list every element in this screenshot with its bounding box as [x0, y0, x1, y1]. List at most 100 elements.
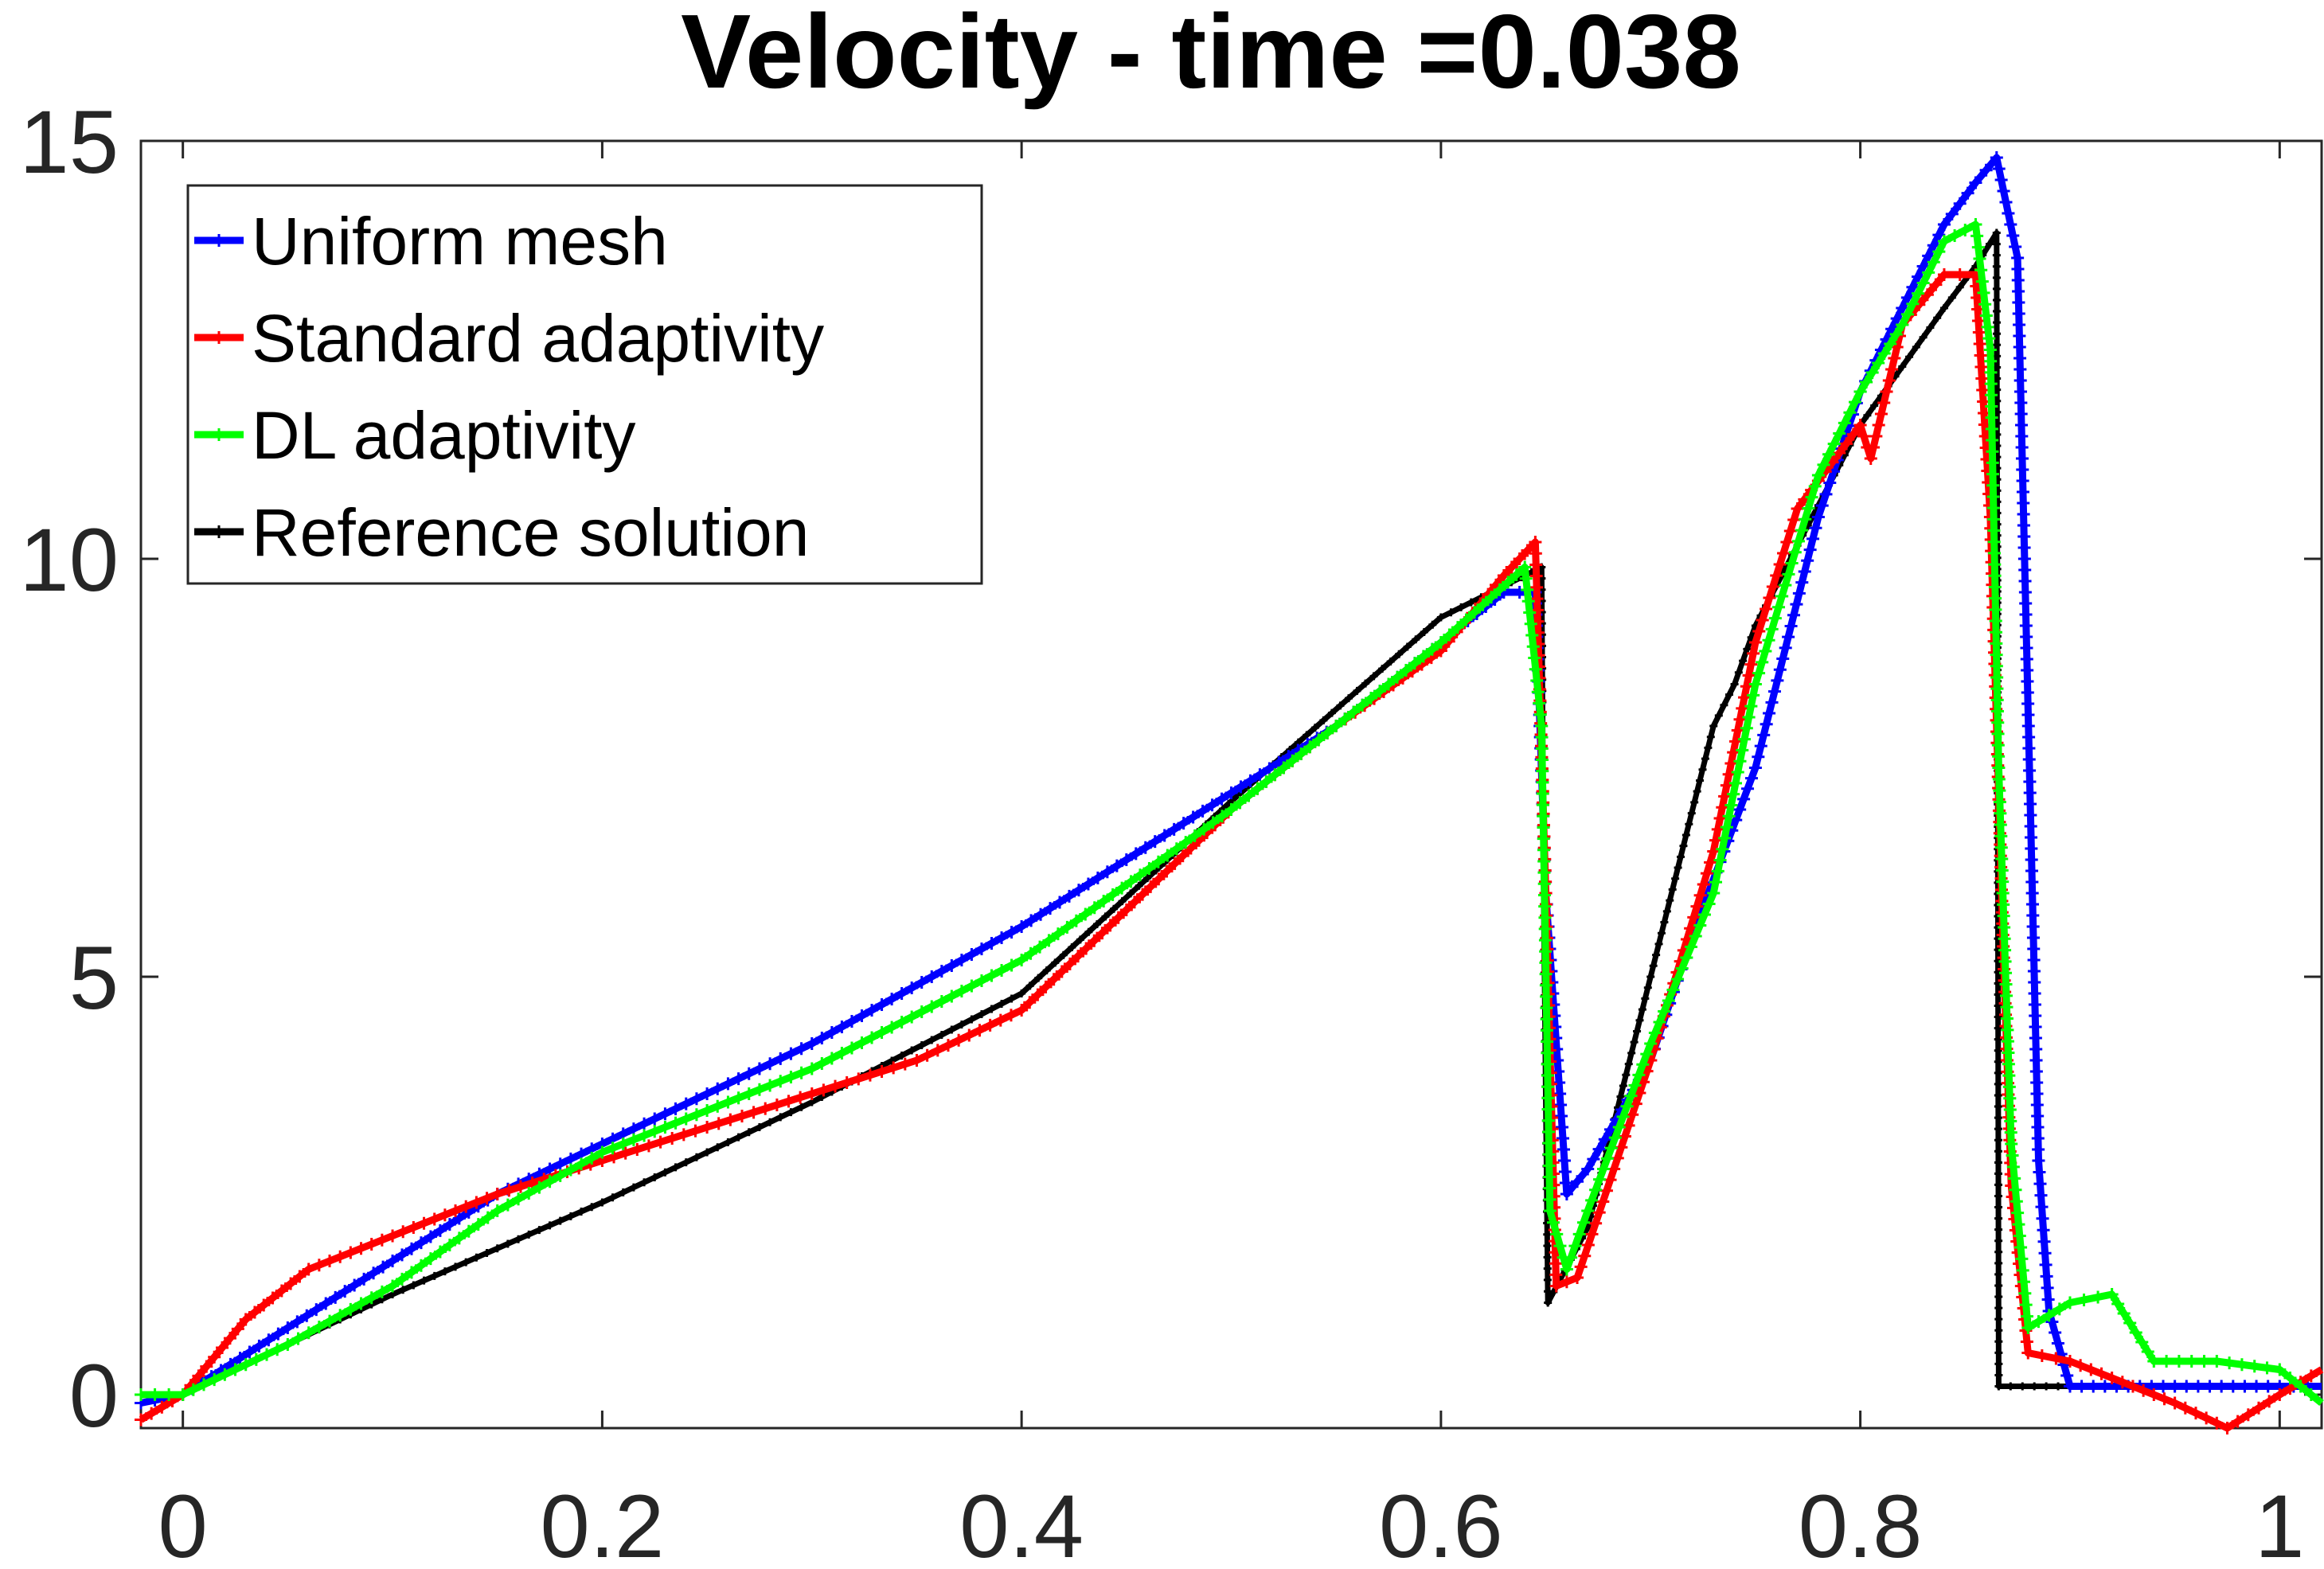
x-tick-label: 0.8 [1799, 1477, 1923, 1569]
data-point [1535, 720, 1549, 732]
data-point [1819, 487, 1833, 501]
data-point [2019, 619, 2033, 632]
chart-title: Velocity - time =0.038 [681, 0, 1741, 110]
data-point [2060, 1369, 2074, 1382]
data-point [2215, 1380, 2228, 1393]
data-point [1143, 874, 1152, 883]
data-point [2018, 564, 2032, 576]
data-point [135, 1388, 147, 1401]
data-point [2021, 675, 2034, 688]
data-point [1485, 591, 1498, 604]
data-point [281, 1338, 295, 1351]
data-point [1007, 994, 1016, 1003]
data-point [1537, 832, 1550, 845]
x-tick-label: 0 [158, 1477, 208, 1569]
data-point [1722, 810, 1736, 823]
data-point [1991, 727, 2005, 740]
data-point [2021, 664, 2034, 677]
data-point [1689, 930, 1702, 943]
data-point [1528, 651, 1541, 665]
data-point [2028, 998, 2041, 1011]
data-point [920, 1048, 934, 1062]
data-point [2017, 552, 2031, 565]
x-tick-label: 1 [2255, 1477, 2304, 1569]
data-point [1994, 1371, 2003, 1380]
data-point [1627, 1048, 1636, 1057]
data-point [1537, 888, 1551, 902]
data-point [2111, 1298, 2125, 1310]
data-point [2063, 1355, 2076, 1368]
data-point [1581, 1204, 1595, 1217]
data-point [1713, 853, 1727, 867]
data-point [1994, 806, 2007, 820]
data-point [323, 1314, 337, 1328]
data-point [1762, 634, 1775, 647]
data-point [1983, 343, 1997, 357]
data-point [2010, 1195, 2023, 1208]
data-point [1994, 1169, 2002, 1178]
data-point [1994, 1382, 2003, 1391]
data-point [1537, 866, 1551, 880]
data-point [1543, 1253, 1552, 1262]
data-point [1133, 868, 1146, 882]
data-point [985, 937, 998, 950]
data-point [1990, 704, 2004, 718]
data-point [2018, 1382, 2027, 1391]
data-point [1303, 731, 1311, 740]
data-point [1327, 708, 1336, 717]
legend-label: DL adaptivity [252, 398, 635, 473]
data-point [2168, 1396, 2181, 1410]
data-point [1148, 835, 1162, 849]
data-point [1976, 384, 1990, 396]
data-point [525, 1177, 539, 1189]
data-point [1752, 750, 1765, 763]
data-point [1616, 1092, 1625, 1101]
data-point [522, 1186, 536, 1200]
data-point [291, 1315, 304, 1329]
data-point [1870, 401, 1879, 410]
data-point [2304, 1369, 2318, 1383]
data-point [1690, 798, 1699, 806]
data-point [543, 1175, 557, 1188]
data-point [975, 974, 988, 987]
data-point [1992, 750, 2006, 763]
legend-marker [213, 428, 225, 441]
data-point [1443, 628, 1456, 642]
data-point [2038, 1247, 2052, 1260]
data-point [1776, 652, 1790, 665]
data-point [266, 1291, 279, 1305]
y-tick-label: 15 [19, 92, 119, 192]
data-point [1543, 1275, 1552, 1284]
data-point [2016, 474, 2029, 487]
data-point [1919, 333, 1928, 342]
data-point [782, 1095, 795, 1108]
data-point [774, 1052, 787, 1065]
data-point [433, 1245, 447, 1259]
data-point [2075, 1380, 2088, 1393]
data-point [428, 1212, 441, 1226]
data-point [985, 969, 998, 982]
data-point [1843, 406, 1857, 420]
data-point [1984, 354, 1998, 368]
data-point [2147, 1355, 2161, 1368]
data-point [1543, 1204, 1556, 1217]
data-point [243, 1345, 256, 1359]
data-point [1127, 889, 1135, 898]
data-point [239, 1313, 252, 1326]
data-point [1784, 619, 1798, 633]
data-point [1616, 1110, 1630, 1123]
data-point [689, 1092, 703, 1106]
data-point [1722, 767, 1736, 781]
data-point [744, 1128, 753, 1137]
data-point [1994, 1259, 2003, 1267]
data-point [1727, 746, 1740, 759]
data-point [2231, 1415, 2244, 1428]
data-point [1853, 385, 1867, 398]
data-point [2042, 1309, 2056, 1322]
data-point [1361, 679, 1370, 688]
data-point [1932, 245, 1946, 259]
data-point [724, 1138, 732, 1146]
data-point [1632, 1068, 1646, 1082]
data-point [855, 1036, 869, 1049]
data-point [2036, 1212, 2049, 1225]
